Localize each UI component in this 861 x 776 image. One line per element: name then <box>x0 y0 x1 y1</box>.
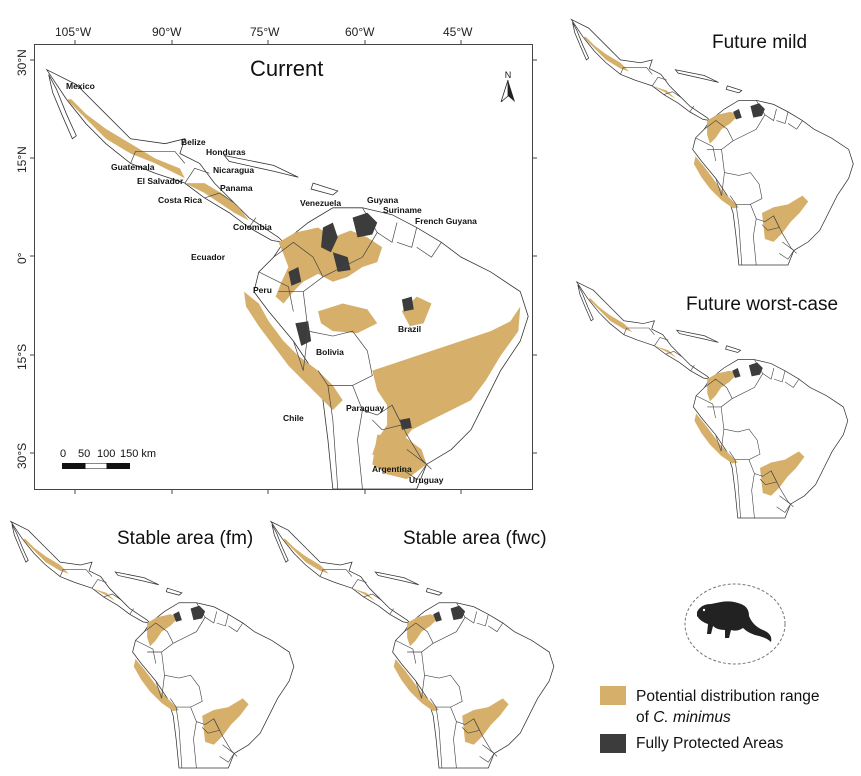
label-argentina: Argentina <box>372 464 412 474</box>
label-peru: Peru <box>253 285 272 295</box>
future-mild-panel <box>565 5 855 266</box>
scale-label-0: 0 <box>60 448 67 460</box>
north-arrow: N <box>500 70 516 104</box>
label-guyana: Guyana <box>367 195 399 205</box>
label-chile: Chile <box>283 413 304 423</box>
legend-protected-text: Fully Protected Areas <box>636 734 784 752</box>
label-panama: Panama <box>220 183 253 193</box>
future-worst-title: Future worst-case <box>686 294 839 315</box>
label-ecuador: Ecuador <box>191 252 226 262</box>
north-arrow-icon <box>500 79 515 104</box>
legend-distribution-swatch <box>600 686 626 705</box>
label-bolivia: Bolivia <box>316 347 344 357</box>
legend-protected: Fully Protected Areas <box>600 734 783 753</box>
scale-label-100: 100 <box>97 448 116 460</box>
legend-distribution-line1: Potential distribution range <box>636 688 820 705</box>
lizard-icon <box>684 583 786 665</box>
label-nicaragua: Nicaragua <box>213 165 255 175</box>
label-french-guyana: French Guyana <box>415 216 477 226</box>
north-label: N <box>504 70 512 80</box>
label-brazil: Brazil <box>398 324 422 334</box>
lat-tick-30n: 30°N <box>15 49 29 76</box>
main-map-frame <box>34 44 533 490</box>
legend-species-name: C. minimus <box>653 709 731 726</box>
label-costa-rica: Costa Rica <box>158 195 202 205</box>
stable-fwc-title: Stable area (fwc) <box>403 528 547 549</box>
scale-label-150: 150 km <box>120 448 157 460</box>
label-uruguay: Uruguay <box>409 475 444 485</box>
lat-tick-30s: 30°S <box>15 442 29 469</box>
legend-distribution-line2: of C. minimus <box>636 707 820 728</box>
label-venezuela: Venezuela <box>300 198 342 208</box>
species-icon-circle <box>683 582 787 666</box>
label-suriname: Suriname <box>383 205 422 215</box>
lon-tick-90w: 90°W <box>152 25 182 39</box>
scale-bar-graphic <box>62 463 130 469</box>
lat-tick-15s: 15°S <box>15 343 29 370</box>
label-paraguay: Paraguay <box>346 403 385 413</box>
legend-distribution: Potential distribution range of C. minim… <box>600 686 820 728</box>
legend-protected-swatch <box>600 734 626 753</box>
lat-tick-0: 0° <box>15 252 29 264</box>
legend-distribution-text: Potential distribution range of C. minim… <box>636 686 820 728</box>
label-colombia: Colombia <box>233 222 272 232</box>
legend-of-word: of <box>636 709 654 726</box>
future-mild-map <box>570 19 854 266</box>
stable-fm-title: Stable area (fm) <box>117 528 254 549</box>
label-mexico: Mexico <box>66 81 95 91</box>
label-honduras: Honduras <box>206 147 246 157</box>
main-title: Current <box>250 56 324 81</box>
lat-tick-15n: 15°N <box>15 146 29 173</box>
lon-tick-45w: 45°W <box>443 25 473 39</box>
label-belize: Belize <box>181 137 206 147</box>
label-guatemala: Guatemala <box>111 162 155 172</box>
future-mild-title: Future mild <box>712 32 808 53</box>
lon-tick-75w: 75°W <box>250 25 280 39</box>
scale-label-50: 50 <box>78 448 91 460</box>
label-el-salvador: El Salvador <box>137 176 184 186</box>
lon-tick-105w: 105°W <box>55 25 92 39</box>
lon-tick-60w: 60°W <box>345 25 375 39</box>
